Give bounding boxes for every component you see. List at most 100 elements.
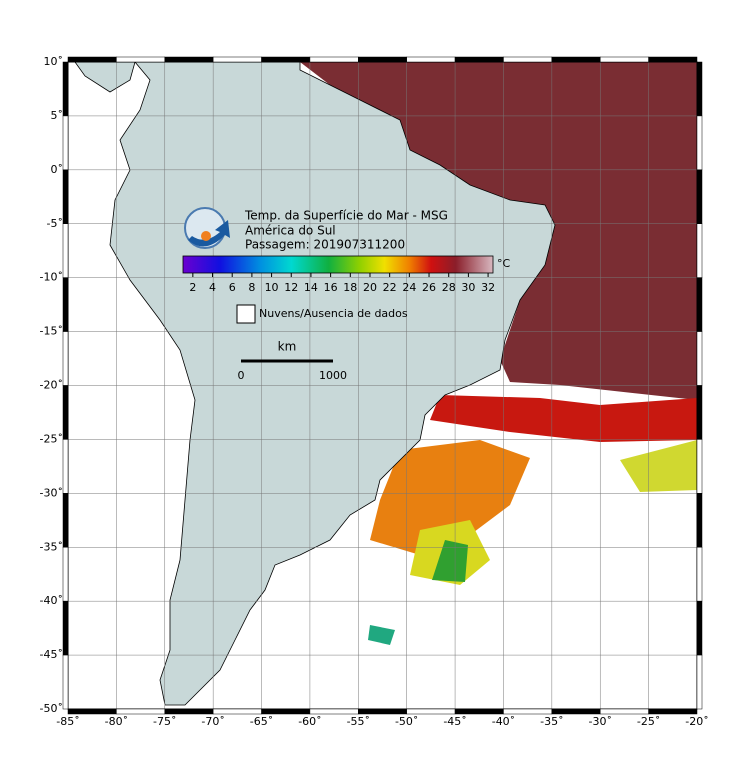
frame-segment <box>62 115 69 171</box>
x-tick-label: -30˚ <box>588 715 611 728</box>
axes: -85˚ -80˚ -75˚ -70˚ -65˚ -60˚ -55˚ -50˚ -45˚ -40˚… <box>40 55 709 728</box>
colorbar-tick-label: 6 <box>229 281 236 294</box>
frame-segment <box>62 277 69 332</box>
colorbar-tick-label: 24 <box>402 281 416 294</box>
y-tick-label: -40˚ <box>40 594 63 607</box>
sst-teal <box>368 625 395 645</box>
header-line: Temp. da Superfície do Mar - MSG <box>244 209 448 223</box>
sst-orange <box>370 440 530 555</box>
colorbar-ticks: 2 4 6 8 10 12 14 16 18 20 22 24 26 28 30 32 <box>189 273 495 294</box>
sst-green <box>432 540 468 582</box>
frame-segment <box>261 56 311 63</box>
y-tick-label: -30˚ <box>40 486 63 499</box>
header-line: Passagem: 201907311200 <box>245 238 405 252</box>
legend-label: Nuvens/Ausencia de dados <box>259 307 408 320</box>
y-tick-label: -35˚ <box>40 540 63 553</box>
frame-segment <box>62 169 69 224</box>
colorbar-tick-label: 14 <box>304 281 318 294</box>
frame-segment <box>599 708 649 715</box>
frame-segment <box>67 708 117 715</box>
colorbar-tick-label: 22 <box>383 281 397 294</box>
scale-label: 1000 <box>319 369 347 382</box>
x-tick-label: -20˚ <box>685 715 708 728</box>
y-tick-label: -10˚ <box>40 271 63 284</box>
frame-segment <box>406 56 456 63</box>
x-tick-label: -65˚ <box>250 715 273 728</box>
frame-segment <box>696 169 703 224</box>
header-line: América do Sul <box>245 224 336 238</box>
colorbar <box>182 255 494 274</box>
map-area <box>68 62 697 709</box>
colorbar-tick-label: 12 <box>284 281 298 294</box>
frame-segment <box>62 331 69 386</box>
frame-segment <box>62 547 69 602</box>
x-tick-label: -80˚ <box>105 715 128 728</box>
frame-segment <box>62 61 69 117</box>
colorbar-tick-label: 10 <box>265 281 279 294</box>
frame-segment <box>551 56 601 63</box>
frame-segment <box>358 708 407 715</box>
frame-segment <box>696 115 703 171</box>
frame-segment <box>62 223 69 278</box>
y-tick-label: -5˚ <box>47 217 63 230</box>
frame-segment <box>261 708 311 715</box>
colorbar-tick-label: 2 <box>189 281 196 294</box>
y-tick-label: -25˚ <box>40 432 63 445</box>
frame-segment <box>62 385 69 440</box>
colorbar-tick-label: 18 <box>343 281 357 294</box>
frame-segment <box>503 56 553 63</box>
sst-red <box>430 395 697 442</box>
colorbar-tick-label: 16 <box>324 281 338 294</box>
frame-segment <box>696 600 703 656</box>
frame-segment <box>696 493 703 548</box>
y-tick-label: -20˚ <box>40 379 63 392</box>
y-tick-label: -50˚ <box>40 702 63 715</box>
frame-segment <box>406 708 456 715</box>
scale-label: 0 <box>238 369 245 382</box>
frame-segment <box>454 56 504 63</box>
frame-segment <box>62 600 69 656</box>
frame-segment <box>454 708 504 715</box>
frame-segment <box>551 708 601 715</box>
colorbar-tick-label: 28 <box>442 281 456 294</box>
colorbar-unit: °C <box>497 257 511 270</box>
x-tick-label: -50˚ <box>395 715 418 728</box>
frame-segment <box>67 56 117 63</box>
y-tick-label: 0˚ <box>51 163 64 176</box>
frame <box>62 56 703 715</box>
sst-yellow-east <box>620 440 697 492</box>
central-america <box>74 62 136 93</box>
sst-warm <box>300 62 697 400</box>
frame-segment <box>62 654 69 710</box>
y-tick-label: 10˚ <box>44 55 64 68</box>
frame-segment <box>696 654 703 710</box>
x-tick-label: -35˚ <box>540 715 563 728</box>
frame-segment <box>696 61 703 117</box>
frame-segment <box>164 708 214 715</box>
x-tick-label: -85˚ <box>56 715 79 728</box>
frame-segment <box>62 493 69 548</box>
frame-segment <box>696 331 703 386</box>
frame-segment <box>599 56 649 63</box>
y-tick-label: -15˚ <box>40 325 63 338</box>
graticule <box>68 62 697 709</box>
frame-segment <box>358 56 407 63</box>
frame-segment <box>696 223 703 278</box>
x-tick-label: -25˚ <box>637 715 660 728</box>
colorbar-tick-label: 8 <box>248 281 255 294</box>
frame-segment <box>648 56 698 63</box>
frame-segment <box>116 56 166 63</box>
colorbar-tick-label: 30 <box>461 281 475 294</box>
legend-swatch <box>236 304 256 324</box>
frame-segment <box>62 439 69 494</box>
frame-segment <box>696 439 703 494</box>
y-tick-label: 5˚ <box>51 109 64 122</box>
colorbar-tick-label: 20 <box>363 281 377 294</box>
frame-segment <box>696 277 703 332</box>
frame-segment <box>116 708 166 715</box>
x-tick-label: -45˚ <box>443 715 466 728</box>
frame-segment <box>309 708 359 715</box>
frame-segment <box>164 56 214 63</box>
